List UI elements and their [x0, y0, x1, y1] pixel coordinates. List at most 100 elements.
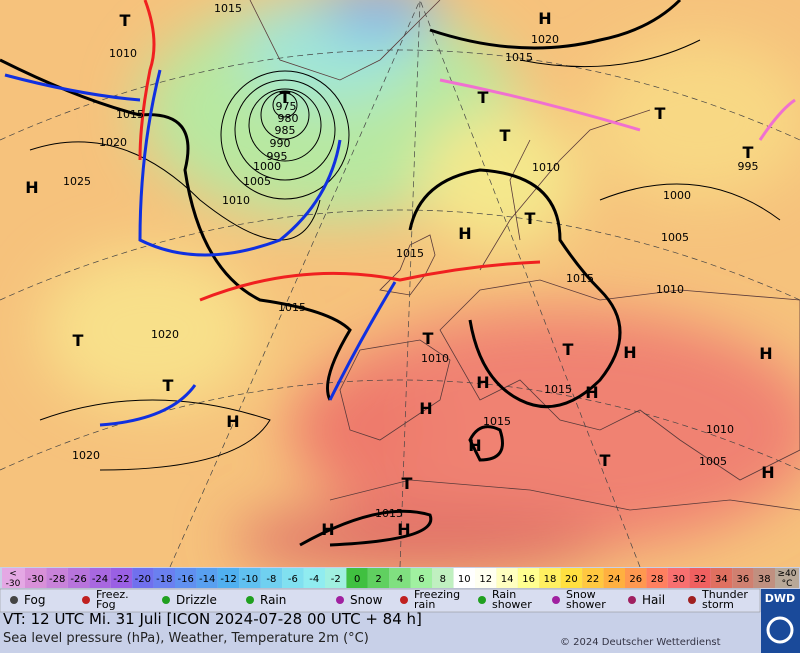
- pressure-center: H: [321, 520, 334, 539]
- legend-label: Snow: [566, 588, 596, 601]
- pressure-center: H: [585, 383, 598, 402]
- subtitle: Sea level pressure (hPa), Weather, Tempe…: [3, 631, 369, 646]
- scale-label: 4: [397, 574, 403, 585]
- graticule: [0, 0, 800, 568]
- scale-cell: [175, 568, 197, 588]
- scale-cell: [153, 568, 175, 588]
- scale-label: -30: [28, 574, 44, 585]
- pressure-center: H: [468, 436, 481, 455]
- scale-cell: [560, 568, 583, 588]
- scale-label: ≥40: [778, 569, 797, 579]
- pressure-center: T: [120, 11, 131, 30]
- legend-icon: [162, 596, 170, 604]
- scale-cell: [582, 568, 604, 588]
- pressure-center: H: [623, 343, 636, 362]
- main-isobars: [0, 0, 682, 547]
- legend-icon: [10, 596, 18, 604]
- pressure-center: T: [500, 126, 511, 145]
- scale-label: -14: [199, 574, 215, 585]
- legend-icon: [246, 596, 254, 604]
- pressure-center: T: [600, 451, 611, 470]
- isobar-label: 1020: [151, 328, 179, 341]
- legend-label: Drizzle: [176, 593, 217, 607]
- scale-cell: [732, 568, 754, 588]
- scale-label: 28: [651, 574, 664, 585]
- scale-label: -16: [178, 574, 194, 585]
- fronts: [4, 0, 796, 427]
- scale-label: -28: [49, 574, 65, 585]
- scale-cell: [67, 568, 90, 588]
- legend-icon: [82, 596, 90, 604]
- isobar-label: 1025: [63, 175, 91, 188]
- isobars: [29, 39, 781, 471]
- scale-over: [775, 568, 799, 588]
- scale-label: -24: [92, 574, 108, 585]
- legend-icon: [552, 596, 560, 604]
- legend-label: Freez.: [96, 588, 129, 601]
- legend-label: Thunder: [701, 588, 748, 601]
- pressure-center: T: [743, 143, 754, 162]
- scale-cell: [325, 568, 347, 588]
- legend-label: Freezing: [414, 588, 460, 601]
- scale-label: 16: [522, 574, 535, 585]
- scale-cell: [346, 568, 368, 588]
- scale-cell: [239, 568, 261, 588]
- pressure-center: T: [73, 331, 84, 350]
- scale-label: -4: [309, 574, 319, 585]
- pressure-center: T: [525, 209, 536, 228]
- scale-label: -30: [6, 579, 21, 589]
- isobar-label: 1010: [222, 194, 250, 207]
- legend-icon: [336, 596, 344, 604]
- legend-icon: [400, 596, 408, 604]
- scale-label: -26: [70, 574, 86, 585]
- pressure-center: H: [419, 399, 432, 418]
- pressure-center: T: [655, 104, 666, 123]
- scale-cell: [432, 568, 454, 588]
- isobar-label: 1010: [656, 283, 684, 296]
- isobar-label: 1015: [566, 272, 594, 285]
- scale-label: 24: [608, 574, 621, 585]
- copyright: © 2024 Deutscher Wetterdienst: [560, 637, 721, 648]
- isobar-label: 1015: [396, 247, 424, 260]
- scale-label: 30: [672, 574, 685, 585]
- coastlines: [249, 0, 800, 511]
- scale-label: 18: [544, 574, 557, 585]
- scale-cell: [496, 568, 518, 588]
- scale-label: 32: [694, 574, 707, 585]
- valid-time: VT: 12 UTC Mi. 31 Juli [ICON 2024-07-28 …: [3, 610, 422, 628]
- legend-label: shower: [566, 598, 606, 611]
- scale-cell: [389, 568, 411, 588]
- isobar-label: 980: [278, 112, 299, 125]
- isobar-label: 990: [270, 137, 291, 150]
- scale-cell: [110, 568, 133, 588]
- legend-label: shower: [492, 598, 532, 611]
- scale-label: -12: [220, 574, 236, 585]
- isobar-label: 1010: [532, 161, 560, 174]
- scale-cell: [753, 568, 775, 588]
- pressure-center: T: [280, 88, 291, 107]
- scale-label: -6: [288, 574, 298, 585]
- scale-label: 36: [736, 574, 749, 585]
- pressure-center: H: [397, 520, 410, 539]
- legend-label: rain: [414, 598, 435, 611]
- scale-label: <: [9, 569, 17, 579]
- legend-area: <-30 -30 -28 -26 -24 -22 -20 -18 -16 -14 -12 -10 -8-…: [0, 567, 800, 653]
- scale-cell: [667, 568, 690, 588]
- logo-text: DWD: [765, 592, 795, 605]
- scale-label: 6: [418, 574, 424, 585]
- legend-label: Rain: [260, 593, 286, 607]
- legend-label: Snow: [350, 593, 383, 607]
- scale-label: -18: [156, 574, 172, 585]
- scale-label: 20: [565, 574, 578, 585]
- scale-cell: [539, 568, 561, 588]
- scale-cell: [303, 568, 325, 588]
- scale-cell: [260, 568, 283, 588]
- pressure-center: H: [458, 224, 471, 243]
- isobar-label: 1005: [661, 231, 689, 244]
- scale-cell: [710, 568, 733, 588]
- scale-cell: [367, 568, 390, 588]
- scale-cell: [282, 568, 304, 588]
- pressure-center: T: [563, 340, 574, 359]
